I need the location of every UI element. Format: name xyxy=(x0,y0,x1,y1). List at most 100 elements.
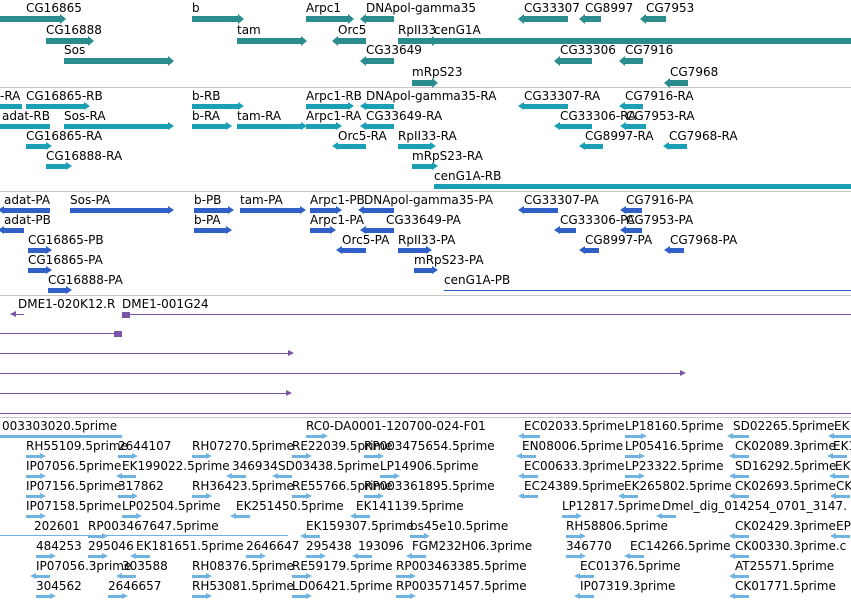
feature-label[interactable]: CG8997 xyxy=(585,1,634,15)
feature-label[interactable]: Arpc1 xyxy=(306,1,341,15)
feature-label[interactable]: CK xyxy=(836,479,851,493)
feature-glyph[interactable] xyxy=(524,16,568,22)
feature-glyph[interactable] xyxy=(434,38,851,44)
feature-label[interactable]: EK265802.5prime xyxy=(624,479,732,493)
feature-label[interactable]: CG33649-PA xyxy=(386,213,461,227)
feature-glyph[interactable] xyxy=(735,475,749,478)
feature-label[interactable]: EK1 xyxy=(833,439,851,453)
feature-glyph[interactable] xyxy=(292,495,306,498)
feature-glyph[interactable] xyxy=(237,124,301,129)
feature-glyph[interactable] xyxy=(192,16,238,22)
feature-glyph[interactable] xyxy=(364,495,378,498)
feature-label[interactable]: Arpc1-RB xyxy=(306,89,362,103)
feature-label[interactable]: adat-PB xyxy=(4,213,51,227)
feature-glyph[interactable] xyxy=(410,535,424,538)
feature-glyph[interactable] xyxy=(310,228,330,233)
feature-glyph[interactable] xyxy=(306,124,336,129)
feature-glyph[interactable] xyxy=(444,290,851,291)
feature-label[interactable]: CG7968-PA xyxy=(670,233,738,247)
feature-glyph[interactable] xyxy=(28,248,46,253)
feature-glyph[interactable] xyxy=(625,104,643,109)
feature-label[interactable]: Arpc1-PB xyxy=(310,193,365,207)
feature-label[interactable]: EC01376.5prime xyxy=(580,559,681,573)
feature-glyph[interactable] xyxy=(306,555,320,558)
feature-label[interactable]: CG7953-PA xyxy=(626,213,694,227)
feature-glyph[interactable] xyxy=(735,495,749,498)
feature-label[interactable]: CG7916-RA xyxy=(625,89,694,103)
feature-glyph[interactable] xyxy=(26,515,40,518)
feature-label[interactable]: EK159307.5prime xyxy=(306,519,414,533)
feature-label[interactable]: 484253 xyxy=(36,539,82,553)
feature-glyph[interactable] xyxy=(338,38,366,44)
feature-glyph[interactable] xyxy=(412,164,432,169)
feature-label[interactable]: DNApol-gamma35 xyxy=(366,1,477,15)
feature-label[interactable]: CK00330.3prime.c xyxy=(735,539,847,553)
feature-label[interactable]: Sos xyxy=(64,43,86,57)
feature-glyph[interactable] xyxy=(342,248,366,253)
feature-label[interactable]: EC00633.3prime xyxy=(524,459,625,473)
feature-glyph[interactable] xyxy=(46,38,88,44)
feature-label[interactable]: RP003475654.5prime xyxy=(364,439,495,453)
feature-label[interactable]: RpII33 xyxy=(398,23,437,37)
feature-glyph[interactable] xyxy=(522,455,536,458)
feature-label[interactable]: 2646657 xyxy=(108,579,162,593)
feature-glyph[interactable] xyxy=(306,535,320,538)
feature-label[interactable]: CG16888-RA xyxy=(46,149,123,163)
feature-label[interactable]: RE55766.5prime xyxy=(292,479,393,493)
feature-label[interactable]: CG7968-RA xyxy=(669,129,738,143)
feature-label[interactable]: CG33307-RA xyxy=(524,89,601,103)
feature-glyph[interactable] xyxy=(398,144,430,149)
feature-label[interactable]: 202601 xyxy=(34,519,80,533)
feature-glyph[interactable] xyxy=(735,535,749,538)
feature-glyph[interactable] xyxy=(626,208,642,213)
feature-label[interactable]: DME1-020K12.R xyxy=(18,297,116,311)
feature-glyph[interactable] xyxy=(278,475,292,478)
feature-glyph[interactable] xyxy=(398,38,432,44)
feature-glyph[interactable] xyxy=(396,595,410,598)
feature-glyph[interactable] xyxy=(236,515,250,518)
feature-label[interactable]: CG7968 xyxy=(670,65,719,79)
feature-glyph[interactable] xyxy=(364,208,394,213)
feature-label[interactable]: LP12817.5prime xyxy=(562,499,661,513)
feature-label[interactable]: RE59179.5prime xyxy=(292,559,393,573)
feature-label[interactable]: CG8997-PA xyxy=(585,233,653,247)
feature-glyph[interactable] xyxy=(585,144,603,149)
feature-glyph[interactable] xyxy=(625,475,639,478)
feature-glyph[interactable] xyxy=(735,595,749,598)
feature-glyph[interactable] xyxy=(16,314,24,315)
feature-glyph[interactable] xyxy=(240,208,300,213)
feature-glyph[interactable] xyxy=(733,435,749,438)
feature-label[interactable]: CG16865 xyxy=(26,1,82,15)
feature-glyph[interactable] xyxy=(366,58,394,64)
feature-glyph[interactable] xyxy=(88,555,102,558)
feature-label[interactable]: 303588 xyxy=(122,559,168,573)
feature-glyph[interactable] xyxy=(364,455,378,458)
feature-glyph[interactable] xyxy=(194,208,228,213)
feature-glyph[interactable] xyxy=(670,80,688,86)
feature-glyph[interactable] xyxy=(64,58,168,64)
feature-label[interactable]: EC02033.5prime xyxy=(524,419,625,433)
feature-label[interactable]: CG33649-RA xyxy=(366,109,443,123)
feature-label[interactable]: 317862 xyxy=(118,479,164,493)
feature-glyph[interactable] xyxy=(560,228,576,233)
feature-glyph[interactable] xyxy=(0,104,22,109)
feature-glyph[interactable] xyxy=(356,515,370,518)
feature-glyph[interactable] xyxy=(580,575,594,578)
feature-glyph[interactable] xyxy=(48,288,66,293)
feature-label[interactable]: b-RA xyxy=(192,109,221,123)
feature-label[interactable]: EK1 xyxy=(834,419,851,433)
feature-label[interactable]: LP05416.5prime xyxy=(625,439,724,453)
feature-label[interactable]: bs45e10.5prime xyxy=(410,519,509,533)
feature-label[interactable]: RpII33-PA xyxy=(398,233,456,247)
feature-label[interactable]: CG33306-PA xyxy=(560,213,635,227)
feature-label[interactable]: Arpc1-PA xyxy=(310,213,364,227)
feature-label[interactable]: cenG1A-RB xyxy=(434,169,502,183)
feature-glyph[interactable] xyxy=(580,595,594,598)
feature-glyph[interactable] xyxy=(833,455,847,458)
feature-glyph[interactable] xyxy=(28,268,46,273)
feature-glyph[interactable] xyxy=(0,393,286,394)
feature-label[interactable]: b xyxy=(192,1,200,15)
feature-glyph[interactable] xyxy=(192,495,206,498)
feature-glyph[interactable] xyxy=(70,208,168,213)
feature-glyph[interactable] xyxy=(4,208,50,213)
